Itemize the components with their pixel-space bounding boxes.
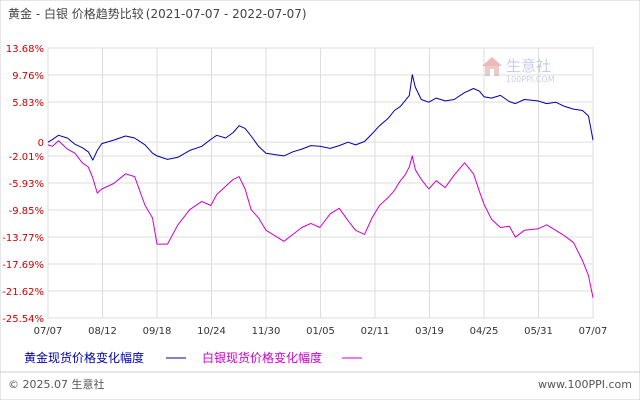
x-tick-label: 05/31 (524, 326, 553, 337)
x-tick-label: 07/07 (34, 326, 63, 337)
x-tick-label: 08/12 (88, 326, 117, 337)
y-tick-label: -13.77% (2, 233, 44, 244)
footer-copyright: © 2025.07 生意社 (8, 377, 104, 391)
y-tick-label: 9.76% (12, 71, 44, 82)
chart-title: 黄金 - 白银 价格趋势比较 (2021-07-07 - 2022-07-07) (8, 6, 307, 21)
watermark: 生意社 100PPI.COM (482, 57, 555, 84)
x-tick-label: 04/25 (470, 326, 499, 337)
y-axis-ticks: 13.68% 9.76% 5.83% 0 -2.01% -5.93% -9.85% -13.7… (2, 44, 44, 325)
watermark-brand: 生意社 (506, 57, 551, 75)
y-tick-label: -25.54% (2, 314, 44, 325)
y-tick-label: 13.68% (6, 44, 44, 55)
x-tick-label: 03/19 (415, 326, 444, 337)
x-tick-label: 09/18 (143, 326, 172, 337)
footer-url[interactable]: www.100PPI.com (538, 378, 632, 391)
x-tick-label: 11/30 (252, 326, 281, 337)
x-axis-ticks: 07/07 08/12 09/18 10/24 11/30 01/05 02/11 03/19… (34, 326, 608, 337)
y-tick-label: -9.85% (9, 206, 44, 217)
y-tick-label: -17.69% (2, 260, 44, 271)
x-tick-label: 02/11 (361, 326, 390, 337)
x-tick-label: 01/05 (306, 326, 335, 337)
legend-label-gold: 黄金现货价格变化幅度 (24, 350, 144, 365)
y-tick-label: -5.93% (9, 179, 44, 190)
grid-lines (47, 47, 594, 319)
watermark-url: 100PPI.COM (506, 75, 555, 84)
y-tick-label: -2.01% (9, 152, 44, 163)
x-tick-label: 10/24 (197, 326, 226, 337)
series-line-silver (47, 140, 594, 298)
series-lines (47, 74, 594, 298)
y-tick-label: 5.83% (12, 98, 44, 109)
legend: 黄金现货价格变化幅度 白银现货价格变化幅度 (24, 350, 362, 365)
series-line-gold (47, 74, 594, 161)
plot-area: 13.68% 9.76% 5.83% 0 -2.01% -5.93% -9.85% -13.7… (2, 44, 607, 337)
legend-label-silver: 白银现货价格变化幅度 (202, 350, 322, 365)
x-tick-label: 07/07 (579, 326, 608, 337)
y-tick-label: -21.62% (2, 287, 44, 298)
y-tick-label: 0 (38, 138, 44, 149)
house-logo-icon (482, 57, 502, 76)
